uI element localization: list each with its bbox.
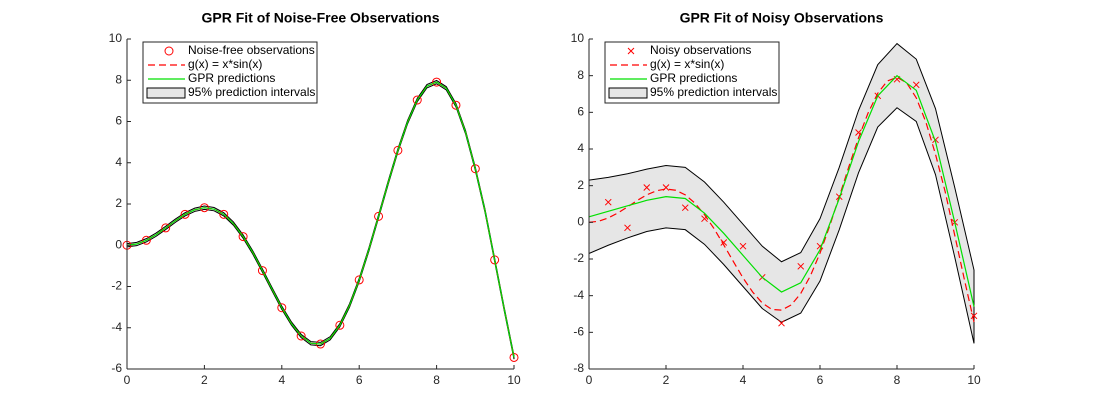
marker (219, 209, 229, 219)
y-tick-label: 0 (577, 215, 584, 229)
legend-label: Noise-free observations (188, 43, 315, 57)
legend-label: g(x) = x*sin(x) (650, 57, 724, 71)
y-tick-label: 6 (577, 105, 584, 119)
marker (141, 235, 151, 245)
marker (335, 320, 345, 330)
marker (643, 184, 651, 191)
dashed-line (588, 76, 975, 323)
marker (778, 319, 785, 327)
dashed-line (126, 81, 515, 358)
marker (238, 232, 248, 242)
y-tick-label: -8 (573, 361, 584, 375)
marker (393, 145, 403, 155)
y-tick-label: 10 (109, 31, 123, 45)
y-tick-label: 4 (115, 155, 122, 169)
x-tick-label: 2 (201, 373, 208, 387)
marker (490, 255, 500, 265)
x-tick-label: 4 (278, 373, 285, 387)
legend-label: 95% prediction intervals (650, 85, 777, 99)
y-tick-label: -6 (573, 325, 584, 339)
legend-label: Noisy observations (650, 43, 751, 57)
y-tick-label: 2 (115, 196, 122, 210)
marker (720, 239, 728, 246)
marker (470, 164, 480, 174)
marker (277, 303, 287, 313)
line (588, 74, 975, 307)
x-tick-label: 10 (507, 373, 521, 387)
x-tick-label: 8 (894, 373, 901, 387)
marker (180, 209, 190, 219)
marker (257, 266, 267, 276)
x-tick-label: 6 (356, 373, 363, 387)
x-tick-label: 10 (967, 373, 981, 387)
x-tick-label: 8 (433, 373, 440, 387)
prediction-band (588, 42, 975, 344)
legend-swatch (164, 46, 174, 56)
y-tick-label: -4 (111, 320, 122, 334)
legend-label: GPR predictions (650, 71, 737, 85)
legend-label: 95% prediction intervals (188, 85, 315, 99)
marker (604, 198, 612, 206)
marker (354, 275, 364, 285)
chart-title: GPR Fit of Noise-Free Observations (201, 10, 439, 26)
legend-swatch (146, 87, 186, 99)
y-tick-label: -2 (573, 251, 584, 265)
y-tick-label: 2 (577, 178, 584, 192)
marker (161, 223, 171, 233)
marker (912, 81, 920, 89)
y-tick-label: 0 (115, 237, 122, 251)
x-tick-label: 0 (586, 373, 593, 387)
marker (509, 352, 519, 362)
y-tick-label: 4 (577, 141, 584, 155)
axes: GPR Fit of Noise-Free Observations 0 2 4 6 8 1… (109, 10, 521, 387)
axes: GPR Fit of Noisy Observations 0 2 4 6 8 10 -8 -6… (571, 10, 981, 387)
y-tick-label: 8 (115, 72, 122, 86)
y-tick-label: 8 (577, 68, 584, 82)
marker (374, 211, 384, 221)
y-tick-label: 6 (115, 114, 122, 128)
prediction-band (126, 79, 515, 360)
marker (681, 204, 689, 212)
marker (296, 331, 306, 341)
x-tick-label: 2 (663, 373, 670, 387)
x-tick-label: 4 (740, 373, 747, 387)
y-tick-label: -2 (111, 279, 122, 293)
y-tick-label: 10 (571, 31, 585, 45)
y-tick-label: -6 (111, 361, 122, 375)
x-tick-label: 6 (817, 373, 824, 387)
marker (739, 242, 747, 250)
legend-label: GPR predictions (188, 71, 275, 85)
marker (412, 95, 422, 105)
legend-swatch (627, 47, 635, 55)
x-tick-label: 0 (124, 373, 131, 387)
legend-swatch (608, 87, 648, 99)
marker (432, 77, 442, 87)
marker (451, 100, 461, 110)
marker (797, 262, 805, 270)
chart-title: GPR Fit of Noisy Observations (680, 10, 884, 26)
marker (970, 312, 978, 320)
line (126, 81, 515, 358)
marker (855, 129, 862, 136)
marker (624, 224, 631, 232)
legend-label: g(x) = x*sin(x) (188, 57, 262, 71)
y-tick-label: -4 (573, 288, 584, 302)
